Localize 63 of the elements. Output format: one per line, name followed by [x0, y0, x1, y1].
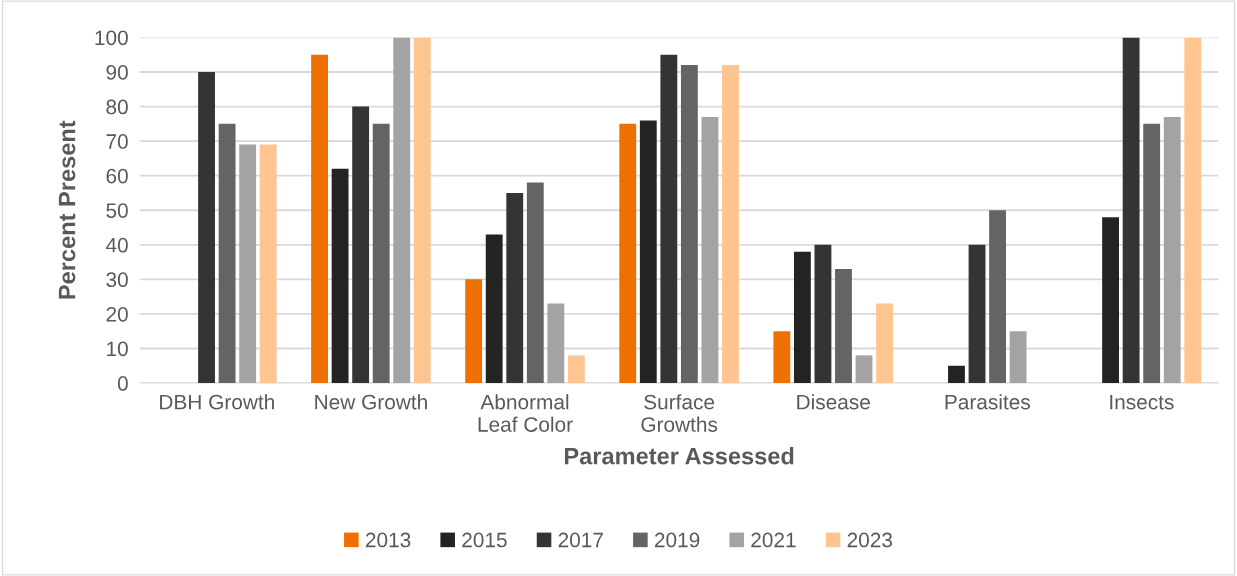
- bar: [331, 168, 349, 384]
- x-tick-label: Insects: [1110, 394, 1174, 410]
- x-tick-label: Abnormal Leaf Color: [478, 394, 573, 432]
- bar: [619, 123, 637, 384]
- x-tick-label: New Growth: [315, 394, 427, 410]
- bar: [855, 355, 873, 384]
- bar: [311, 54, 328, 384]
- x-axis-title: Parameter Assessed: [564, 447, 794, 465]
- legend-label: 2019: [654, 532, 700, 548]
- bar: [701, 116, 719, 384]
- bar: [989, 210, 1006, 384]
- bar: [968, 244, 986, 384]
- bar: [259, 144, 277, 384]
- bar: [835, 268, 852, 384]
- legend-label: 2017: [558, 532, 603, 548]
- bar: [722, 65, 739, 384]
- bar: [198, 72, 215, 384]
- y-tick-label: 0: [117, 376, 128, 391]
- y-tick-label: 20: [106, 306, 128, 322]
- x-tick-label: DBH Growth: [160, 394, 274, 410]
- legend-label: 2013: [365, 532, 411, 548]
- bar: [814, 244, 832, 384]
- bar: [239, 144, 257, 384]
- bar: [372, 123, 390, 384]
- y-tick-label: 70: [106, 134, 128, 149]
- bar: [1102, 217, 1119, 384]
- y-tick-label: 30: [106, 272, 128, 288]
- bar: [773, 331, 791, 384]
- bar: [1122, 37, 1140, 384]
- bar: [1143, 123, 1161, 384]
- y-tick-label: 40: [105, 237, 128, 253]
- bar: [567, 355, 585, 384]
- y-tick-label: 80: [106, 99, 128, 115]
- bar: [948, 365, 965, 384]
- bar: [526, 182, 544, 384]
- y-tick-label: 100: [95, 30, 128, 46]
- bar: [1009, 331, 1027, 384]
- x-tick-label: Disease: [797, 394, 870, 410]
- bar: [352, 106, 370, 384]
- bar: [413, 37, 431, 384]
- legend-label: 2015: [462, 532, 507, 548]
- bar: [218, 123, 236, 384]
- bar: [465, 279, 483, 384]
- bar: [793, 251, 811, 384]
- bar: [547, 303, 565, 384]
- y-tick-label: 10: [107, 341, 128, 357]
- legend-label: 2023: [847, 532, 893, 548]
- legend-label: 2021: [751, 532, 796, 548]
- bar: [1163, 116, 1181, 384]
- x-tick-label: Surface Growths: [641, 394, 718, 432]
- y-axis-title: Percent Present: [58, 120, 76, 299]
- y-tick-label: 90: [106, 65, 128, 80]
- bar: [660, 54, 678, 384]
- bar: [680, 65, 698, 384]
- bar: [876, 303, 893, 384]
- bar: [485, 234, 503, 384]
- x-tick-label: Parasites: [945, 394, 1030, 410]
- bar: [506, 192, 524, 384]
- bar: [1184, 37, 1202, 384]
- bar: [393, 37, 411, 384]
- bar: [639, 120, 657, 384]
- y-tick-label: 50: [106, 203, 128, 218]
- y-tick-label: 60: [106, 168, 128, 184]
